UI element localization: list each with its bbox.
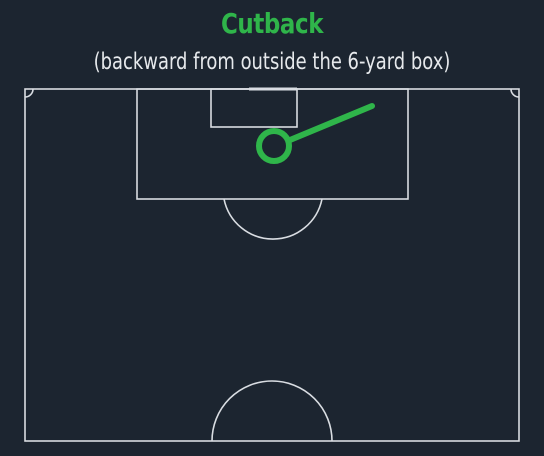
corner-arc-right: [510, 88, 520, 98]
penalty-arc: [223, 198, 323, 240]
six-yard-box: [210, 88, 298, 128]
pitch-boundary: [24, 88, 520, 442]
centre-circle-arc: [211, 380, 333, 442]
corner-arc-left: [24, 88, 34, 98]
diagram-subtitle: (backward from outside the 6-yard box): [93, 49, 451, 75]
cutback-pass-icon: [256, 103, 375, 164]
diagram-title: Cutback: [220, 7, 324, 40]
